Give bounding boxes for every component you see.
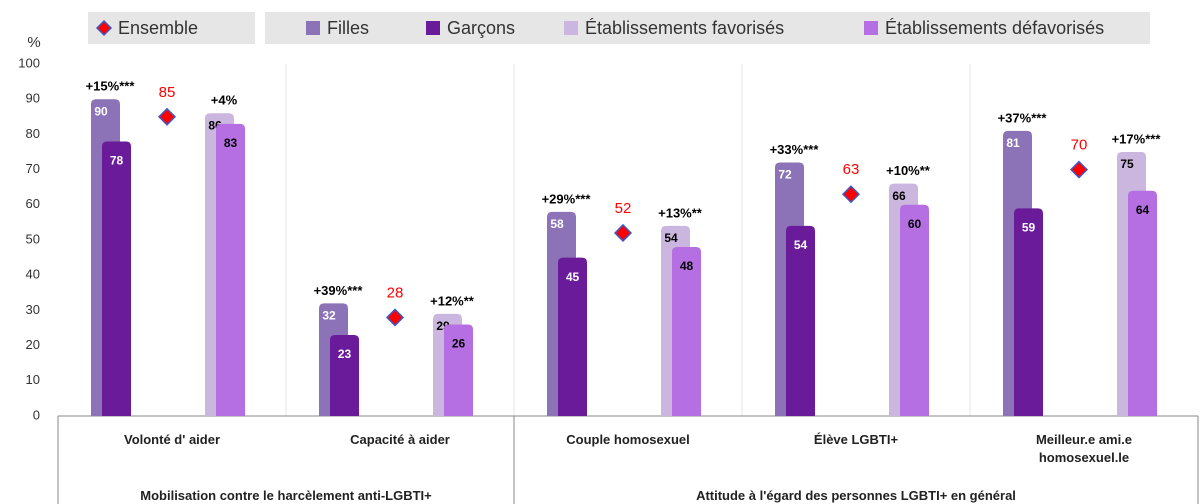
bar bbox=[1014, 208, 1043, 416]
value-label: 54 bbox=[664, 231, 678, 245]
legend-label: Garçons bbox=[447, 18, 515, 38]
y-tick-label: 80 bbox=[26, 126, 40, 141]
y-tick-label: 20 bbox=[26, 337, 40, 352]
value-label: 48 bbox=[680, 259, 694, 273]
bar bbox=[1128, 190, 1157, 416]
bar bbox=[330, 335, 359, 416]
y-tick-label: 40 bbox=[26, 267, 40, 282]
value-label: 23 bbox=[338, 347, 352, 361]
value-label: 70 bbox=[1071, 137, 1088, 154]
group-label: Attitude à l'égard des personnes LGBTI+ … bbox=[696, 488, 1016, 503]
x-tick-label: Couple homosexuel bbox=[566, 432, 690, 447]
y-tick-label: 10 bbox=[26, 372, 40, 387]
value-label: 32 bbox=[322, 309, 336, 323]
legend-marker bbox=[564, 21, 578, 35]
annotation: +4% bbox=[211, 93, 238, 108]
value-label: 26 bbox=[452, 337, 466, 351]
marker bbox=[1069, 160, 1089, 179]
value-label: 45 bbox=[566, 270, 580, 284]
value-label: 85 bbox=[159, 84, 176, 101]
annotation: +12%** bbox=[430, 293, 475, 308]
value-label: 66 bbox=[892, 189, 906, 203]
value-label: 52 bbox=[615, 200, 632, 217]
value-label: 60 bbox=[908, 217, 922, 231]
x-tick-label: Meilleur.e ami.e homosexuel.le bbox=[1035, 432, 1133, 465]
marker bbox=[613, 223, 633, 243]
annotation: +13%** bbox=[658, 205, 703, 220]
marker bbox=[385, 308, 405, 327]
value-label: 58 bbox=[550, 217, 564, 231]
bar bbox=[900, 204, 929, 416]
value-label: 54 bbox=[794, 238, 808, 252]
bar bbox=[672, 247, 701, 416]
annotation: +37%*** bbox=[998, 110, 1048, 125]
bar bbox=[444, 324, 473, 416]
legend-marker bbox=[95, 19, 113, 37]
value-label: 59 bbox=[1022, 220, 1036, 234]
bar bbox=[216, 123, 245, 416]
annotation: +39%*** bbox=[314, 283, 364, 298]
annotation: +29%*** bbox=[542, 191, 592, 206]
annotation: +15%*** bbox=[86, 79, 136, 94]
value-label: 83 bbox=[224, 136, 238, 150]
value-label: 78 bbox=[110, 154, 124, 168]
x-tick-label: Volonté d' aider bbox=[123, 432, 221, 447]
legend-label: Établissements défavorisés bbox=[885, 18, 1104, 38]
value-label: 72 bbox=[778, 168, 792, 182]
x-tick-label: Élève LGBTI+ bbox=[813, 432, 899, 447]
marker bbox=[841, 185, 861, 204]
legend-marker bbox=[306, 21, 320, 35]
y-tick-label: 90 bbox=[26, 91, 40, 106]
bar bbox=[102, 141, 131, 416]
value-label: 90 bbox=[94, 104, 108, 118]
legend-box bbox=[88, 12, 255, 44]
y-tick-label: 0 bbox=[33, 407, 40, 422]
value-label: 81 bbox=[1006, 136, 1020, 150]
group-label: Mobilisation contre le harcèlement anti-… bbox=[140, 488, 432, 503]
legend-label: Établissements favorisés bbox=[585, 18, 784, 38]
value-label: 63 bbox=[843, 161, 860, 178]
legend-label: Filles bbox=[327, 18, 369, 38]
legend-box bbox=[265, 12, 1150, 44]
marker bbox=[157, 107, 177, 126]
y-axis-label: % bbox=[27, 34, 40, 51]
y-tick-label: 70 bbox=[26, 161, 40, 176]
legend-marker bbox=[864, 21, 878, 35]
bar bbox=[558, 257, 587, 416]
annotation: +33%*** bbox=[770, 142, 820, 157]
value-label: 64 bbox=[1136, 203, 1150, 217]
legend-marker bbox=[426, 21, 440, 35]
annotation: +10%** bbox=[886, 163, 931, 178]
value-label: 75 bbox=[1120, 157, 1134, 171]
value-label: 28 bbox=[387, 284, 404, 301]
annotation: +17%*** bbox=[1112, 131, 1162, 146]
y-tick-label: 50 bbox=[26, 231, 40, 246]
y-tick-label: 30 bbox=[26, 302, 40, 317]
legend-label: Ensemble bbox=[118, 18, 198, 38]
y-tick-label: 100 bbox=[18, 55, 40, 70]
y-tick-label: 60 bbox=[26, 196, 40, 211]
x-tick-label: Capacité à aider bbox=[350, 432, 450, 447]
bar bbox=[786, 225, 815, 416]
